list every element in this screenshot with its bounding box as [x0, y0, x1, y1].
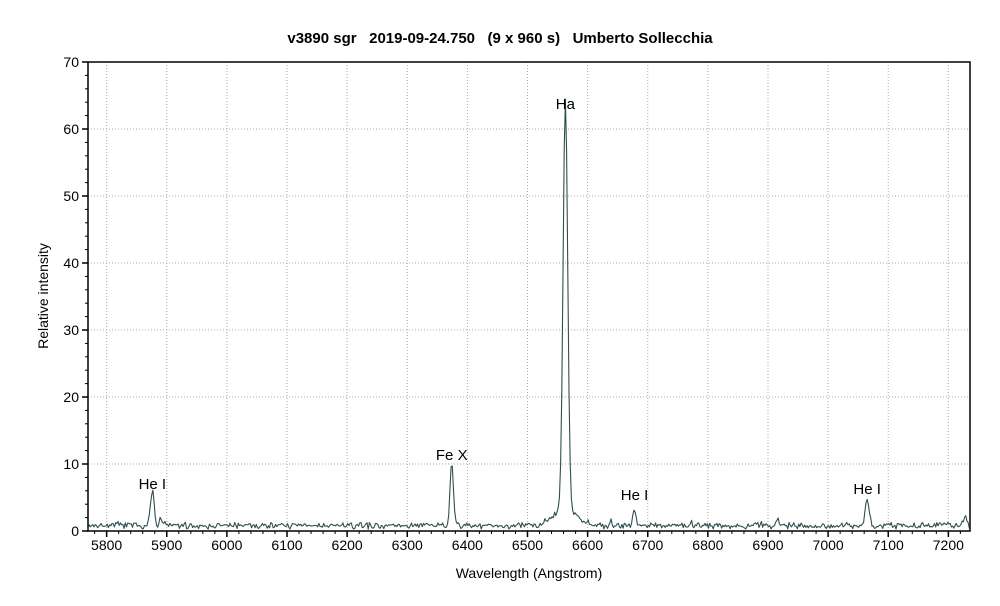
peak-annotation: He I: [621, 487, 649, 504]
x-tick-label: 7100: [873, 537, 904, 553]
x-tick-label: 6100: [271, 537, 302, 553]
series-layer: [87, 98, 970, 530]
x-tick-label: 6000: [211, 537, 242, 553]
y-tick-label: 0: [71, 523, 79, 539]
annotation-layer: He I Fe X Ha He I He I: [139, 96, 881, 504]
x-tick-label: 6300: [392, 537, 423, 553]
y-axis-title: Relative intensity: [35, 243, 51, 349]
y-tick-label: 30: [63, 322, 79, 338]
x-tick-label: 6900: [752, 537, 783, 553]
spectrum-line: [87, 98, 970, 530]
peak-annotation: He I: [853, 481, 881, 498]
x-tick-label: 6800: [692, 537, 723, 553]
axis-layer: 5800 5900 6000 6100 6200 6300 6400 6500 6600 6700…: [63, 54, 971, 553]
grid-layer: [88, 62, 970, 531]
x-tick-label: 6700: [632, 537, 663, 553]
x-tick-label: 5900: [151, 537, 182, 553]
x-tick-label: 6500: [512, 537, 543, 553]
y-tick-label: 20: [63, 389, 79, 405]
peak-annotation: Fe X: [436, 447, 468, 464]
x-tick-label: 5800: [91, 537, 122, 553]
y-tick-label: 60: [63, 121, 79, 137]
x-tick-label: 6200: [332, 537, 363, 553]
plot-border: [87, 61, 971, 532]
x-tick-label: 7200: [933, 537, 964, 553]
chart-title: v3890 sgr 2019-09-24.750 (9 x 960 s) Umb…: [287, 30, 713, 47]
peak-annotation: Ha: [556, 96, 576, 113]
y-tick-label: 50: [63, 188, 79, 204]
x-axis-title: Wavelength (Angstrom): [456, 565, 603, 581]
y-tick-label: 70: [63, 54, 79, 70]
y-tick-label: 10: [63, 456, 79, 472]
x-tick-label: 6600: [572, 537, 603, 553]
x-tick-label: 6400: [452, 537, 483, 553]
peak-annotation: He I: [139, 476, 167, 493]
y-tick-label: 40: [63, 255, 79, 271]
x-tick-label: 7000: [813, 537, 844, 553]
